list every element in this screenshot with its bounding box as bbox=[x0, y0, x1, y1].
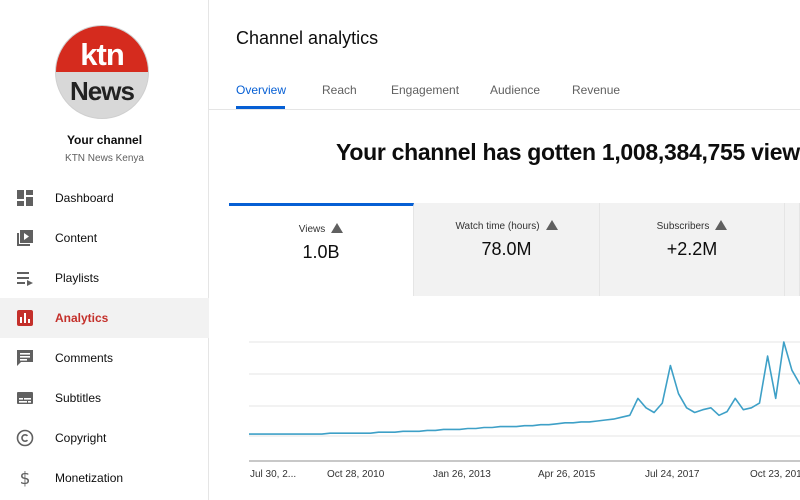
sidebar-item-monetization[interactable]: $ Monetization bbox=[0, 458, 209, 498]
x-tick-label: Jul 24, 2017 bbox=[645, 469, 700, 480]
warning-icon[interactable] bbox=[715, 220, 728, 230]
x-tick-label: Apr 26, 2015 bbox=[538, 469, 596, 480]
metric-label-row: Views bbox=[229, 223, 413, 235]
tab-bar bbox=[209, 72, 800, 110]
sidebar-item-label: Comments bbox=[55, 351, 114, 365]
sidebar-item-label: Dashboard bbox=[55, 191, 114, 205]
sidebar-item-label: Analytics bbox=[55, 311, 109, 325]
copyright-icon bbox=[16, 429, 34, 447]
sidebar-item-label: Playlists bbox=[55, 271, 100, 285]
dashboard-icon bbox=[17, 190, 33, 206]
analytics-icon bbox=[17, 310, 33, 326]
x-tick-label: Jul 30, 2... bbox=[250, 469, 297, 480]
sidebar-item-label: Subtitles bbox=[55, 391, 102, 405]
metric-card-subscribers[interactable]: Subscribers +2.2M bbox=[600, 203, 785, 296]
views-line-chart bbox=[249, 341, 800, 462]
metric-card-views[interactable]: Views 1.0B bbox=[229, 203, 414, 296]
chart-grid bbox=[249, 341, 800, 462]
metric-label: Views bbox=[298, 224, 326, 235]
monetization-icon: $ bbox=[20, 469, 31, 487]
x-tick-label: Jan 26, 2013 bbox=[433, 469, 491, 480]
x-tick-label: Oct 28, 2010 bbox=[327, 469, 385, 480]
metric-card-next[interactable] bbox=[785, 203, 800, 296]
tab-audience[interactable]: Audience bbox=[490, 83, 541, 97]
sidebar-item-playlists[interactable]: Playlists bbox=[0, 258, 209, 298]
metric-label: Watch time (hours) bbox=[455, 221, 540, 232]
metric-label-row: Watch time (hours) bbox=[414, 220, 599, 232]
logo-text-ktn: ktn bbox=[80, 37, 125, 72]
subtitles-icon bbox=[17, 392, 33, 404]
sidebar-item-copyright[interactable]: Copyright bbox=[0, 418, 209, 458]
metric-label: Subscribers bbox=[656, 221, 710, 232]
tab-overview[interactable]: Overview bbox=[236, 83, 287, 97]
channel-title: Your channel bbox=[66, 133, 143, 147]
playlists-icon bbox=[17, 272, 33, 286]
svg-text:$: $ bbox=[20, 469, 31, 487]
views-headline: Your channel has gotten 1,008,384,755 vi… bbox=[336, 139, 800, 165]
tab-revenue[interactable]: Revenue bbox=[572, 83, 621, 97]
sidebar-item-label: Copyright bbox=[55, 431, 107, 445]
logo-top bbox=[56, 26, 148, 72]
sidebar-item-content[interactable]: Content bbox=[0, 218, 209, 258]
tab-engagement[interactable]: Engagement bbox=[391, 83, 460, 97]
metric-value: 1.0B bbox=[302, 242, 340, 262]
logo-text-news: News bbox=[70, 76, 135, 106]
chart-series bbox=[249, 341, 800, 435]
sidebar-item-label: Content bbox=[55, 231, 98, 245]
metric-value: 78.0M bbox=[481, 239, 532, 259]
channel-name[interactable]: KTN News Kenya bbox=[65, 153, 144, 164]
series-line-views[interactable] bbox=[249, 341, 800, 435]
warning-icon[interactable] bbox=[331, 223, 344, 233]
x-tick-label: Oct 23, 2019 bbox=[750, 469, 800, 480]
metric-label-row: Subscribers bbox=[600, 220, 784, 232]
tab-reach[interactable]: Reach bbox=[322, 83, 357, 97]
sidebar: ktn News Your channel KTN News Kenya Das… bbox=[0, 0, 209, 500]
warning-icon[interactable] bbox=[545, 220, 558, 230]
metric-card-watch-time[interactable]: Watch time (hours) 78.0M bbox=[414, 203, 600, 296]
sidebar-item-label: Monetization bbox=[55, 471, 124, 485]
comments-icon bbox=[17, 350, 33, 366]
metric-cards: Views 1.0B Watch time (hours) 78.0M Subs… bbox=[229, 203, 800, 296]
sidebar-item-analytics[interactable]: Analytics bbox=[0, 298, 209, 338]
content-icon bbox=[17, 230, 33, 246]
sidebar-item-dashboard[interactable]: Dashboard bbox=[0, 178, 209, 218]
channel-avatar[interactable]: ktn News bbox=[55, 25, 149, 119]
sidebar-item-subtitles[interactable]: Subtitles bbox=[0, 378, 209, 418]
active-tab-indicator bbox=[236, 106, 285, 109]
sidebar-item-comments[interactable]: Comments bbox=[0, 338, 209, 378]
page-title: Channel analytics bbox=[236, 28, 379, 48]
metric-value: +2.2M bbox=[666, 239, 718, 259]
